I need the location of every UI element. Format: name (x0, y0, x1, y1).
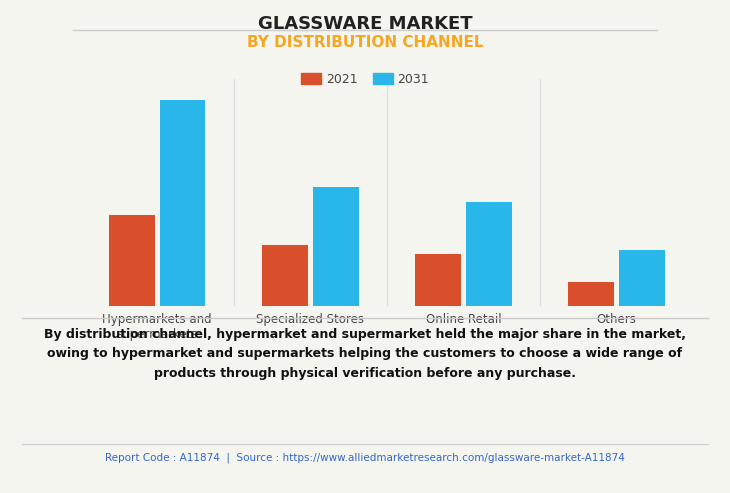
Text: By distribution channel, hypermarket and supermarket held the major share in the: By distribution channel, hypermarket and… (44, 328, 686, 380)
Bar (569, 282, 614, 306)
Bar (160, 101, 205, 306)
Bar (109, 215, 155, 306)
Text: Report Code : A11874  |  Source : https://www.alliedmarketresearch.com/glassware: Report Code : A11874 | Source : https://… (105, 453, 625, 463)
Bar (262, 245, 308, 306)
Bar (312, 187, 358, 306)
Bar (466, 202, 512, 306)
Text: BY DISTRIBUTION CHANNEL: BY DISTRIBUTION CHANNEL (247, 35, 483, 50)
Legend: 2021, 2031: 2021, 2031 (296, 68, 434, 91)
Text: GLASSWARE MARKET: GLASSWARE MARKET (258, 15, 472, 33)
Bar (619, 249, 665, 306)
Bar (415, 254, 461, 306)
